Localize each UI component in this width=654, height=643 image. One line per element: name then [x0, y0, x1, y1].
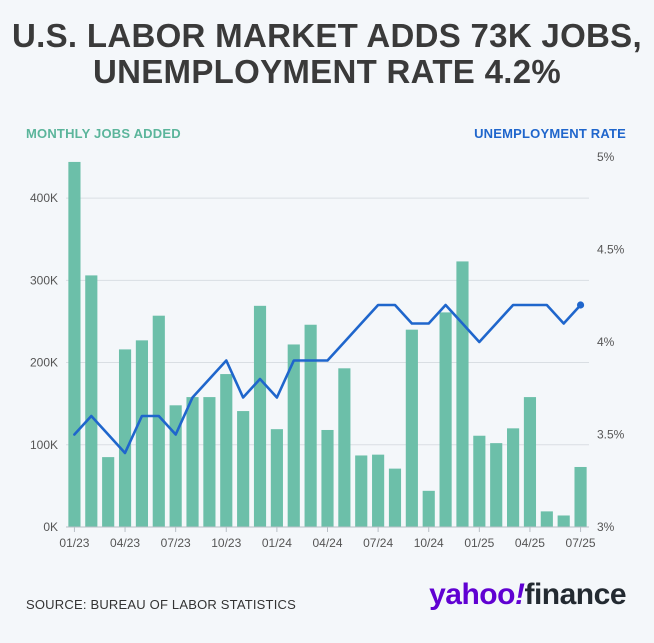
y-right-tick-label: 3% [597, 520, 615, 534]
legend-unemployment-rate: UNEMPLOYMENT RATE [474, 126, 626, 141]
unemployment-rate-line [73, 303, 582, 455]
bar-jobs-added [372, 454, 385, 527]
bar-jobs-added [540, 511, 553, 527]
x-tick-label: 04/23 [110, 536, 140, 550]
x-tick-label: 10/23 [211, 536, 241, 550]
x-tick-label: 01/25 [464, 536, 494, 550]
bar-jobs-added [574, 466, 587, 527]
bar-jobs-added [338, 368, 351, 527]
x-tick-label: 10/24 [414, 536, 444, 550]
yahoo-finance-logo: yahoo!finance [429, 578, 626, 612]
unemployment-rate-end-point [576, 301, 585, 309]
x-tick-label: 04/24 [312, 536, 342, 550]
x-tick-label: 01/24 [262, 536, 292, 550]
legend-jobs-added: MONTHLY JOBS ADDED [26, 126, 181, 141]
bar-jobs-added [102, 457, 115, 527]
bar-jobs-added [203, 397, 216, 527]
x-tick-label: 07/23 [161, 536, 191, 550]
bar-jobs-added [270, 429, 283, 527]
bar-jobs-added [118, 349, 132, 527]
bar-jobs-added [287, 344, 300, 527]
logo-finance-text: finance [524, 578, 626, 611]
y-left-tick-label: 400K [30, 191, 58, 205]
y-right-tick-label: 4.5% [597, 243, 625, 257]
bar-jobs-added [237, 411, 250, 527]
bar-jobs-added [85, 275, 98, 527]
logo-bang-text: ! [514, 578, 525, 611]
chart-title: U.S. LABOR MARKET ADDS 73K JOBS, UNEMPLO… [0, 18, 654, 90]
bar-jobs-added [507, 428, 520, 527]
bar-jobs-added [304, 324, 317, 527]
bar-jobs-added [152, 315, 165, 527]
bar-jobs-added [405, 329, 418, 527]
logo-yahoo-text: yahoo [429, 578, 515, 611]
bar-jobs-added [388, 468, 402, 527]
bar-jobs-added [169, 405, 182, 527]
bar-jobs-added [473, 435, 486, 527]
bar-jobs-added [220, 374, 233, 527]
x-tick-label: 07/25 [566, 536, 596, 550]
bar-jobs-added [355, 455, 368, 527]
y-left-tick-label: 100K [30, 438, 58, 452]
y-left-tick-label: 200K [30, 356, 58, 370]
chart-title-line-2: UNEMPLOYMENT RATE 4.2% [92, 53, 562, 90]
y-left-tick-label: 0K [43, 520, 58, 534]
bar-jobs-added [186, 397, 199, 527]
x-tick-label: 04/25 [515, 536, 545, 550]
bar-jobs-added [321, 429, 334, 527]
chart-title-line-1: U.S. LABOR MARKET ADDS 73K JOBS, [12, 17, 642, 54]
bar-jobs-added [557, 515, 570, 527]
bar-jobs-added [456, 261, 469, 527]
source-note: SOURCE: BUREAU OF LABOR STATISTICS [26, 597, 296, 612]
bar-jobs-added [253, 305, 267, 527]
x-tick-label: 01/23 [59, 536, 89, 550]
bar-jobs-added [68, 161, 81, 527]
bar-jobs-added [422, 490, 435, 527]
bar-jobs-added [439, 312, 452, 527]
y-left-tick-label: 300K [30, 273, 58, 287]
x-tick-label: 07/24 [363, 536, 393, 550]
bar-jobs-added [523, 397, 537, 527]
y-right-tick-label: 4% [597, 335, 615, 349]
y-right-tick-label: 3.5% [597, 428, 625, 442]
bar-jobs-added [135, 340, 148, 527]
y-right-tick-label: 5% [597, 150, 615, 164]
bar-jobs-added [490, 443, 503, 527]
